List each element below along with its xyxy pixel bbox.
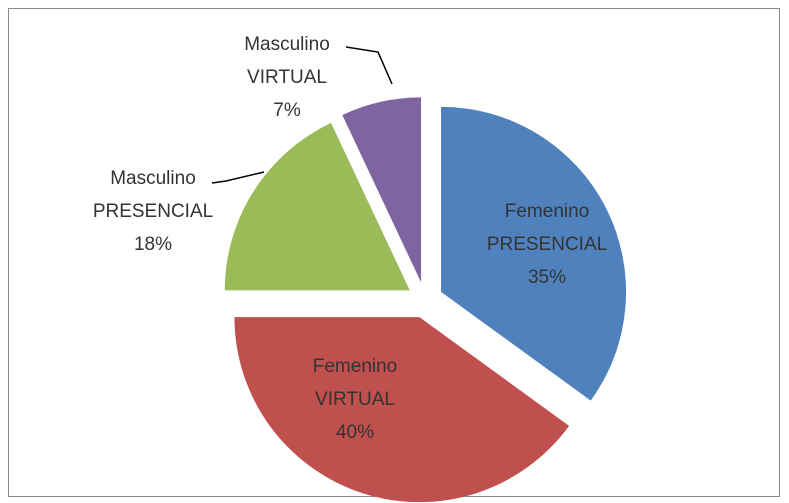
slice-label: Femenino VIRTUAL 40% — [290, 350, 420, 449]
leader-line — [345, 46, 393, 85]
value-label: 7% — [273, 100, 301, 121]
pie-slice — [441, 106, 627, 401]
slice-label: Masculino PRESENCIAL 18% — [88, 162, 218, 261]
leader-line — [211, 171, 265, 184]
value-label: 18% — [133, 234, 173, 255]
value-label: 40% — [335, 422, 375, 443]
pie-slice — [234, 317, 570, 503]
pie-slice — [342, 97, 422, 283]
pie-slice — [224, 122, 410, 291]
slice-label: Femenino PRESENCIAL 35% — [482, 195, 612, 294]
category-label: Femenino VIRTUAL — [312, 356, 398, 410]
category-label: Femenino PRESENCIAL — [486, 201, 608, 255]
slice-label: Masculino VIRTUAL 7% — [222, 28, 352, 127]
value-label: 35% — [527, 267, 567, 288]
category-label: Masculino PRESENCIAL — [92, 168, 214, 222]
category-label: Masculino VIRTUAL — [244, 34, 330, 88]
